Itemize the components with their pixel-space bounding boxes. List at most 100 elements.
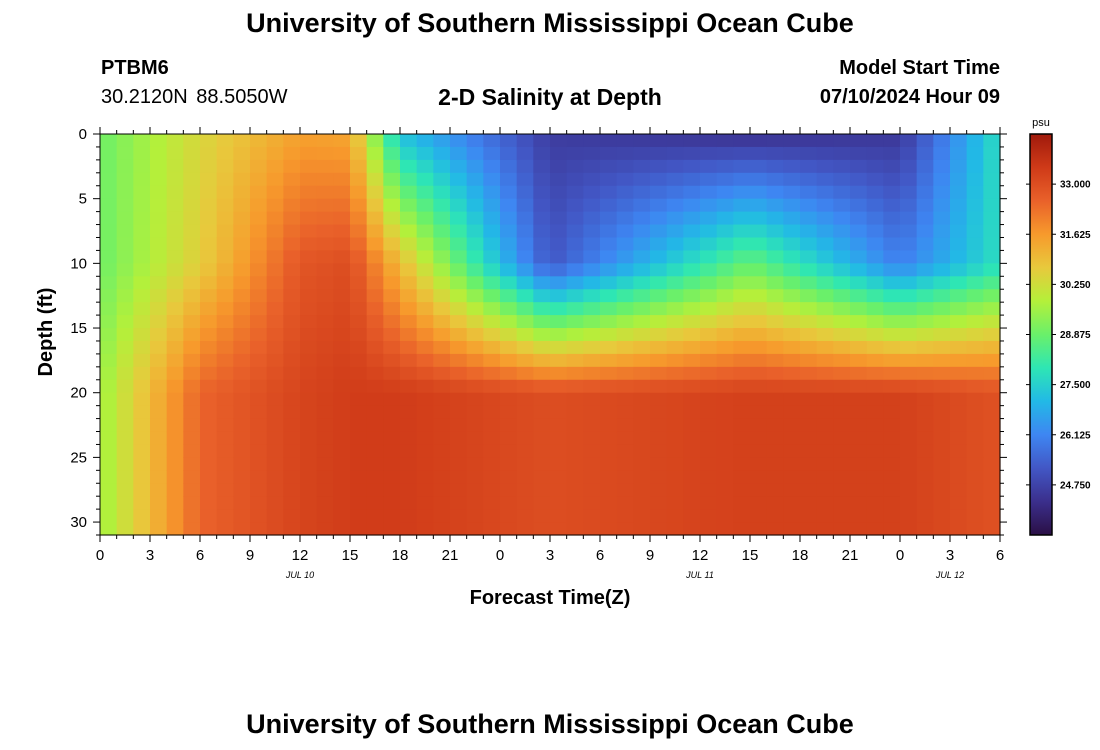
heatmap-cell xyxy=(516,431,534,446)
x-tick-label: 12 xyxy=(692,547,709,564)
heatmap-cell xyxy=(400,418,418,433)
heatmap-cell xyxy=(866,470,884,484)
heatmap-cell xyxy=(466,379,484,394)
heatmap-cell xyxy=(133,405,151,420)
heatmap-cell xyxy=(766,211,784,226)
heatmap-cell xyxy=(433,237,451,252)
heatmap-cell xyxy=(583,134,601,148)
heatmap-cell xyxy=(750,172,768,187)
heatmap-cell xyxy=(566,224,584,239)
heatmap-cell xyxy=(716,224,734,239)
heatmap-cell xyxy=(266,315,284,329)
heatmap-cell xyxy=(300,185,318,200)
heatmap-cell xyxy=(950,522,968,536)
heatmap-cell xyxy=(350,496,368,510)
heatmap-cell xyxy=(266,418,284,433)
heatmap-cell xyxy=(650,509,668,523)
heatmap-cell xyxy=(183,146,201,161)
heatmap-cell xyxy=(966,379,984,394)
heatmap-cell xyxy=(950,134,968,148)
heatmap-cell xyxy=(316,522,334,536)
heatmap-cell xyxy=(833,211,851,226)
heatmap-cell xyxy=(983,405,1001,420)
heatmap-cell xyxy=(766,328,784,342)
heatmap-cell xyxy=(333,496,351,510)
heatmap-cell xyxy=(133,431,151,446)
heatmap-cell xyxy=(583,470,601,484)
heatmap-cell xyxy=(883,237,901,252)
heatmap-cell xyxy=(933,198,951,213)
heatmap-cell xyxy=(416,172,434,187)
heatmap-cell xyxy=(150,509,168,523)
heatmap-cell xyxy=(850,522,868,536)
heatmap-cell xyxy=(416,224,434,239)
heatmap-cell xyxy=(383,185,401,200)
main-title: University of Southern Mississippi Ocean… xyxy=(246,8,854,38)
heatmap-cell xyxy=(616,315,634,329)
heatmap-cell xyxy=(300,276,318,290)
heatmap-cell xyxy=(350,509,368,523)
heatmap-cell xyxy=(333,198,351,213)
heatmap-cell xyxy=(283,431,301,446)
heatmap-cell xyxy=(533,379,551,394)
heatmap-cell xyxy=(800,224,818,239)
heatmap-cell xyxy=(283,289,301,303)
heatmap-cell xyxy=(783,263,801,277)
heatmap-cell xyxy=(700,185,718,200)
heatmap-cell xyxy=(916,444,934,458)
heatmap-cell xyxy=(166,483,184,497)
heatmap-cell xyxy=(233,185,251,200)
heatmap-cell xyxy=(850,211,868,226)
heatmap-cell xyxy=(366,172,384,187)
heatmap-cell xyxy=(733,159,751,174)
heatmap-cell xyxy=(166,250,184,264)
heatmap-cell xyxy=(983,483,1001,497)
heatmap-cell xyxy=(166,172,184,187)
heatmap-cell xyxy=(433,250,451,264)
heatmap-cell xyxy=(550,198,568,213)
x-tick-label: 9 xyxy=(246,547,254,564)
heatmap-cell xyxy=(800,263,818,277)
heatmap-cell xyxy=(483,198,501,213)
heatmap-cell xyxy=(316,431,334,446)
heatmap-cell xyxy=(450,185,468,200)
heatmap-cell xyxy=(533,289,551,303)
heatmap-cell xyxy=(400,353,418,368)
heatmap-cell xyxy=(650,198,668,213)
heatmap-cell xyxy=(533,457,551,471)
heatmap-cell xyxy=(766,418,784,433)
heatmap-cell xyxy=(650,250,668,264)
heatmap-cell xyxy=(850,509,868,523)
heatmap-cell xyxy=(183,289,201,303)
heatmap-cell xyxy=(966,134,984,148)
heatmap-cell xyxy=(750,522,768,536)
heatmap-cell xyxy=(466,211,484,226)
heatmap-cell xyxy=(100,470,118,484)
heatmap-cell xyxy=(916,353,934,368)
heatmap-cell xyxy=(216,211,234,226)
heatmap-cell xyxy=(566,263,584,277)
heatmap-cell xyxy=(200,444,218,458)
heatmap-cell xyxy=(766,340,784,355)
heatmap-cell xyxy=(966,340,984,355)
heatmap-cell xyxy=(333,211,351,226)
heatmap-cell xyxy=(150,483,168,497)
heatmap-cell xyxy=(283,496,301,510)
heatmap-cell xyxy=(300,289,318,303)
heatmap-cell xyxy=(400,328,418,342)
heatmap-cell xyxy=(866,159,884,174)
heatmap-cell xyxy=(583,198,601,213)
heatmap-cell xyxy=(266,509,284,523)
heatmap-cell xyxy=(750,159,768,174)
heatmap-cell xyxy=(900,146,918,161)
heatmap-cell xyxy=(883,315,901,329)
x-tick-label: 21 xyxy=(842,547,859,564)
heatmap-cell xyxy=(983,328,1001,342)
heatmap-cell xyxy=(916,315,934,329)
heatmap-cell xyxy=(666,159,684,174)
heatmap-cell xyxy=(516,418,534,433)
station-coordinates: 30.2120N 88.5050W xyxy=(101,86,288,108)
heatmap-cell xyxy=(183,134,201,148)
heatmap-cell xyxy=(716,392,734,407)
heatmap-cell xyxy=(866,483,884,497)
